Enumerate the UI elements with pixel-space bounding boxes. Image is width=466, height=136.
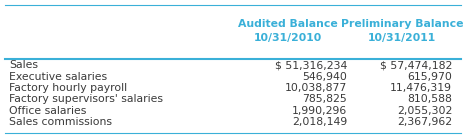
Text: Office salaries: Office salaries <box>9 106 87 116</box>
Text: Factory hourly payroll: Factory hourly payroll <box>9 83 127 93</box>
Text: 2,055,302: 2,055,302 <box>397 106 452 116</box>
Text: Factory supervisors' salaries: Factory supervisors' salaries <box>9 94 163 104</box>
Text: 10,038,877: 10,038,877 <box>285 83 347 93</box>
Text: 810,588: 810,588 <box>407 94 452 104</box>
Text: 11,476,319: 11,476,319 <box>390 83 452 93</box>
Text: Executive salaries: Executive salaries <box>9 72 107 82</box>
Text: Preliminary Balance
10/31/2011: Preliminary Balance 10/31/2011 <box>341 19 463 43</box>
Text: Audited Balance
10/31/2010: Audited Balance 10/31/2010 <box>238 19 338 43</box>
Text: 2,367,962: 2,367,962 <box>397 117 452 127</box>
Text: Sales: Sales <box>9 60 38 70</box>
Text: 1,990,296: 1,990,296 <box>292 106 347 116</box>
Text: $ 51,316,234: $ 51,316,234 <box>275 60 347 70</box>
Text: Sales commissions: Sales commissions <box>9 117 112 127</box>
Text: $ 57,474,182: $ 57,474,182 <box>380 60 452 70</box>
Text: 2,018,149: 2,018,149 <box>292 117 347 127</box>
Text: 546,940: 546,940 <box>302 72 347 82</box>
Text: 615,970: 615,970 <box>407 72 452 82</box>
Text: 785,825: 785,825 <box>302 94 347 104</box>
